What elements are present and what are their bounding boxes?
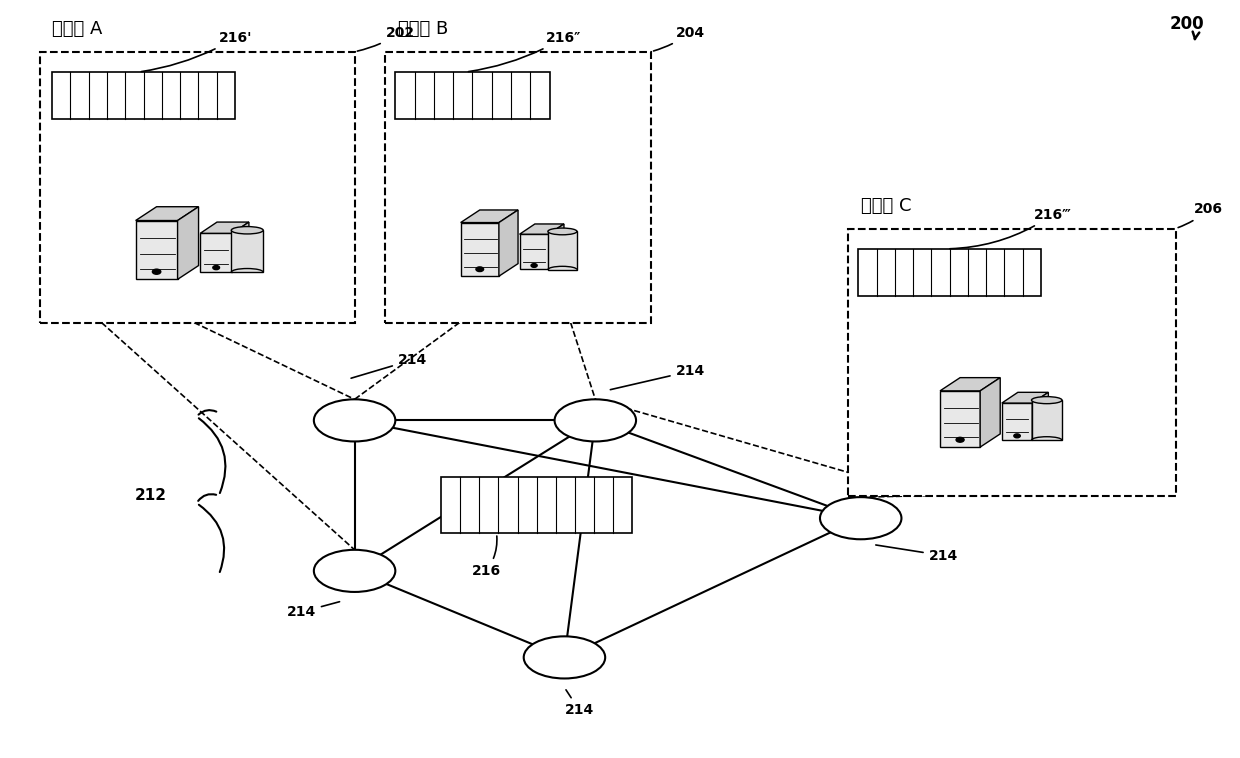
Text: 216': 216' [141,31,252,71]
Text: 216″: 216″ [469,31,582,71]
Text: 212: 212 [135,488,167,503]
FancyBboxPatch shape [848,228,1176,496]
Text: 214: 214 [875,545,957,562]
Polygon shape [232,222,249,271]
Polygon shape [200,233,232,271]
Ellipse shape [314,550,396,592]
Ellipse shape [232,227,263,234]
Text: 216‴: 216‴ [950,208,1071,249]
FancyBboxPatch shape [386,52,651,323]
Text: 202: 202 [357,26,414,51]
Text: 参与者 B: 参与者 B [398,20,448,38]
Polygon shape [135,207,198,221]
Polygon shape [498,210,518,276]
Text: 204: 204 [653,26,704,51]
Ellipse shape [314,399,396,441]
Polygon shape [135,221,177,280]
Text: 214: 214 [564,690,594,717]
Bar [52,72,234,120]
Bar [1032,400,1061,440]
Polygon shape [200,222,249,233]
Text: 214: 214 [351,353,427,378]
Circle shape [153,269,161,274]
Polygon shape [1002,393,1048,403]
Circle shape [476,267,484,271]
Bar [232,230,263,272]
Bar [548,231,577,270]
Text: 参与者 A: 参与者 A [52,20,103,38]
Polygon shape [940,391,980,447]
Text: 参与者 C: 参与者 C [861,197,911,215]
Text: 200: 200 [1169,15,1204,39]
Text: 214: 214 [286,602,340,619]
Bar [396,72,549,120]
Ellipse shape [554,399,636,441]
Polygon shape [460,210,518,223]
Polygon shape [980,377,1001,447]
Polygon shape [460,223,498,276]
Text: 206: 206 [1178,202,1223,227]
Text: 214: 214 [610,365,704,390]
Polygon shape [548,224,564,269]
Text: 216: 216 [472,536,501,578]
Circle shape [956,437,965,442]
Polygon shape [940,377,1001,391]
Polygon shape [1033,393,1048,440]
FancyBboxPatch shape [40,52,355,323]
Polygon shape [520,224,564,234]
Circle shape [1014,434,1021,438]
Polygon shape [1002,403,1033,440]
Ellipse shape [820,497,901,539]
Ellipse shape [548,228,577,235]
Bar [441,477,632,533]
Polygon shape [520,234,548,269]
Ellipse shape [1032,396,1061,404]
Circle shape [213,265,219,270]
Circle shape [531,264,537,268]
Bar [858,249,1040,296]
Ellipse shape [523,636,605,678]
Polygon shape [177,207,198,280]
